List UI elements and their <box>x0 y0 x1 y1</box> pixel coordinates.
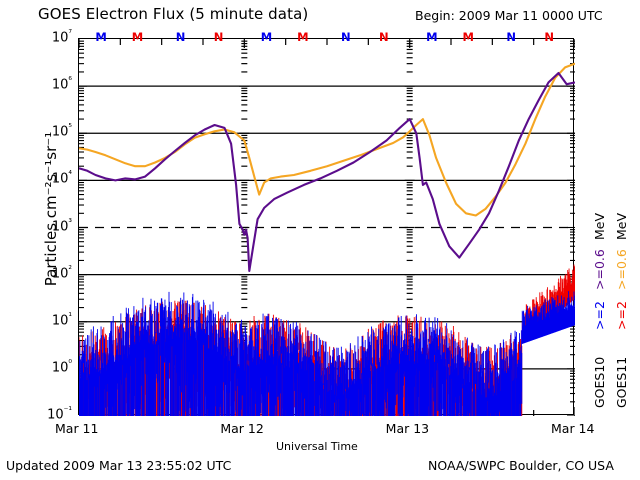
y-tick-label: 10⁶ <box>51 76 72 93</box>
x-axis-label: Universal Time <box>276 440 358 453</box>
day-night-marker: M <box>95 30 107 44</box>
legend-goes10-energy-06mev: >=0.6 <box>592 249 607 290</box>
y-axis-minor-ticks <box>79 40 575 416</box>
y-tick-label: 10³ <box>51 217 72 234</box>
y-axis-label: Particles cm⁻²s⁻¹sr⁻¹ <box>42 131 60 287</box>
x-tick-label: Mar 12 <box>220 421 264 436</box>
x-tick-label: Mar 14 <box>551 421 595 436</box>
legend-goes11-energy-2mev: >=2 <box>614 301 629 330</box>
y-tick-label: 10⁻¹ <box>47 406 72 423</box>
day-night-marker: N <box>506 30 516 44</box>
legend-goes11-energy-06mev: >=0.6 <box>614 249 629 290</box>
legend-goes10-satellite: GOES10 <box>592 356 607 408</box>
day-night-marker: N <box>341 30 351 44</box>
begin-time-label: Begin: 2009 Mar 11 0000 UTC <box>415 8 603 23</box>
legend-goes10-energy-2mev: >=2 <box>592 301 607 330</box>
y-tick-label: 10⁷ <box>51 29 72 46</box>
legend-goes11-unit: MeV <box>614 212 629 240</box>
legend-goes11-satellite: GOES11 <box>614 356 629 408</box>
legend-goes10-unit: MeV <box>592 212 607 240</box>
y-tick-label: 10² <box>51 264 72 281</box>
day-night-marker: N <box>379 30 389 44</box>
agency-credit: NOAA/SWPC Boulder, CO USA <box>428 458 614 473</box>
day-night-marker: M <box>462 30 474 44</box>
y-tick-label: 10⁵ <box>51 123 72 140</box>
day-night-marker: N <box>213 30 224 44</box>
chart-canvas <box>79 39 575 416</box>
x-tick-label: Mar 13 <box>385 421 430 436</box>
y-tick-label: 10⁴ <box>51 170 72 187</box>
gridlines <box>79 85 575 370</box>
y-tick-label: 10¹ <box>51 311 72 329</box>
day-night-marker: M <box>131 30 144 44</box>
proton-flux-noise-series <box>79 264 575 416</box>
electron-flux-series <box>79 62 575 272</box>
noise-series <box>79 291 575 416</box>
day-night-marker: M <box>260 30 273 44</box>
day-night-marker: M <box>426 30 438 44</box>
day-night-marker: M <box>297 30 309 44</box>
y-tick-label: 10⁰ <box>51 358 72 376</box>
data-line <box>79 71 575 272</box>
day-night-marker: N <box>544 30 554 44</box>
updated-timestamp: Updated 2009 Mar 13 23:55:02 UTC <box>6 458 232 473</box>
plot-area <box>78 38 575 416</box>
day-night-marker: N <box>175 30 186 44</box>
x-tick-label: Mar 11 <box>55 421 99 436</box>
chart-title: GOES Electron Flux (5 minute data) <box>38 5 309 23</box>
data-line <box>79 62 575 217</box>
